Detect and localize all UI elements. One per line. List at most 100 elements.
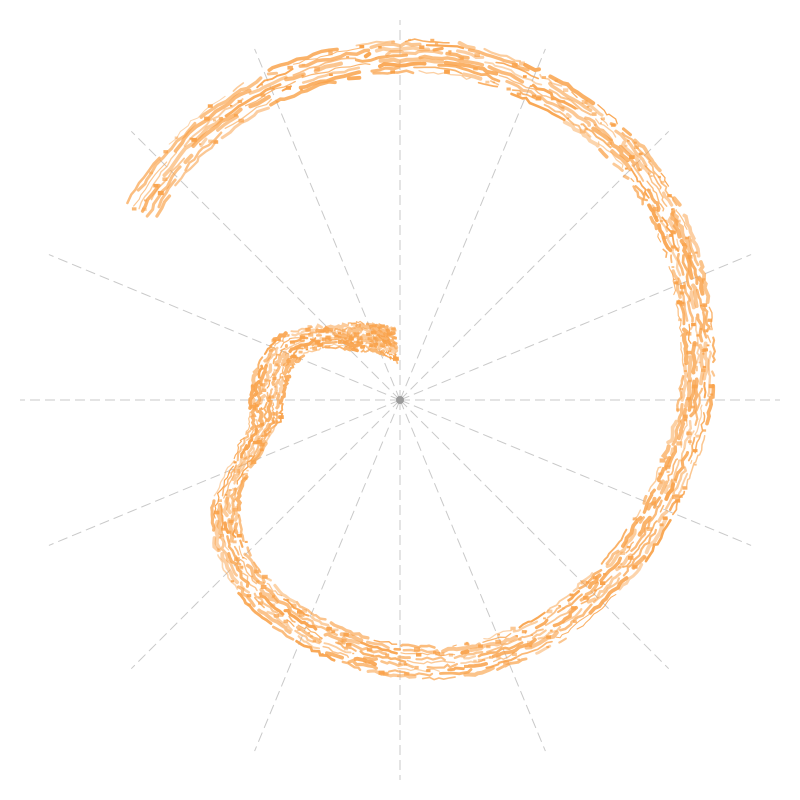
data-point — [581, 99, 588, 105]
data-point — [298, 350, 303, 354]
data-point — [662, 236, 668, 239]
data-point — [496, 655, 501, 659]
data-point — [692, 342, 698, 347]
data-point — [506, 87, 511, 91]
data-stroke — [415, 656, 446, 662]
data-stroke — [248, 384, 255, 410]
data-stroke — [341, 660, 362, 672]
data-point — [473, 67, 478, 71]
data-point — [486, 645, 491, 649]
data-point — [687, 255, 693, 259]
data-point — [287, 334, 290, 336]
data-point — [238, 118, 244, 123]
data-stroke — [705, 398, 710, 407]
data-point — [430, 38, 435, 42]
data-point — [389, 356, 392, 358]
data-stroke — [558, 637, 567, 644]
data-stroke — [516, 640, 553, 658]
data-stroke — [280, 352, 290, 367]
data-point — [473, 659, 477, 663]
data-point — [323, 327, 329, 332]
data-point — [348, 337, 354, 341]
data-point — [350, 322, 356, 326]
data-stroke — [183, 153, 194, 165]
data-point — [370, 344, 374, 347]
data-point — [695, 434, 700, 438]
data-point — [314, 67, 320, 71]
data-stroke — [375, 336, 382, 342]
data-stroke — [460, 649, 470, 655]
data-stroke — [702, 304, 711, 333]
data-point — [287, 65, 293, 70]
data-point — [686, 332, 692, 336]
data-point — [659, 458, 666, 463]
data-point — [546, 646, 550, 648]
data-stroke — [657, 510, 669, 523]
data-stroke — [213, 465, 234, 519]
data-point — [393, 356, 399, 361]
data-point — [686, 350, 692, 355]
data-point — [686, 397, 691, 401]
data-point — [368, 662, 371, 664]
data-stroke — [584, 100, 604, 117]
data-point — [272, 420, 278, 424]
data-point — [283, 619, 289, 623]
data-point — [643, 556, 648, 560]
data-stroke — [298, 48, 371, 68]
data-point — [131, 207, 137, 211]
data-point — [237, 99, 243, 103]
data-point — [260, 83, 263, 86]
data-stroke — [220, 552, 240, 585]
data-point — [149, 171, 153, 175]
data-stroke — [231, 442, 255, 482]
data-point — [448, 653, 454, 657]
data-stroke — [510, 92, 566, 122]
data-point — [268, 379, 271, 382]
data-stroke — [659, 480, 669, 495]
data-stroke — [220, 106, 270, 140]
data-stroke — [548, 81, 593, 113]
data-stroke — [221, 489, 231, 518]
data-stroke — [676, 374, 685, 413]
data-stroke — [295, 600, 327, 621]
data-stroke — [406, 659, 456, 665]
data-stroke — [136, 121, 197, 192]
data-stroke — [610, 149, 633, 172]
data-point — [344, 337, 347, 340]
data-stroke — [256, 68, 294, 89]
data-point — [307, 632, 311, 634]
data-point — [703, 329, 708, 333]
data-point — [492, 81, 495, 84]
data-stroke — [360, 348, 371, 353]
data-point — [321, 653, 324, 655]
data-point — [348, 346, 352, 349]
data-point — [636, 522, 639, 524]
data-stroke — [463, 665, 495, 677]
data-stroke — [498, 74, 556, 101]
data-stroke — [191, 107, 243, 148]
data-stroke — [224, 98, 272, 129]
data-point — [591, 112, 597, 116]
data-point — [275, 392, 280, 395]
data-stroke — [586, 597, 597, 604]
data-stroke — [265, 346, 279, 367]
data-point — [326, 335, 332, 340]
data-point — [337, 335, 342, 339]
data-point — [396, 358, 399, 361]
data-stroke — [548, 74, 596, 106]
data-point — [690, 405, 695, 409]
data-point — [344, 647, 349, 651]
data-stroke — [632, 164, 645, 182]
data-stroke — [346, 75, 362, 81]
data-point — [297, 628, 301, 631]
data-point — [576, 107, 579, 110]
data-stroke — [232, 82, 245, 92]
data-point — [301, 74, 304, 77]
data-point — [708, 384, 715, 389]
data-point — [629, 155, 635, 160]
data-point — [631, 164, 636, 167]
data-point — [434, 42, 439, 45]
data-point — [207, 104, 213, 108]
data-point — [580, 580, 587, 585]
data-stroke — [545, 593, 572, 614]
